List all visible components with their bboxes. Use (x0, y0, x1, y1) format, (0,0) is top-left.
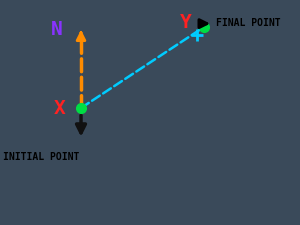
Text: X: X (54, 99, 66, 117)
Text: Y: Y (180, 13, 192, 32)
Text: N: N (51, 20, 63, 39)
Text: FINAL POINT: FINAL POINT (216, 18, 280, 27)
Text: INITIAL POINT: INITIAL POINT (3, 153, 80, 162)
